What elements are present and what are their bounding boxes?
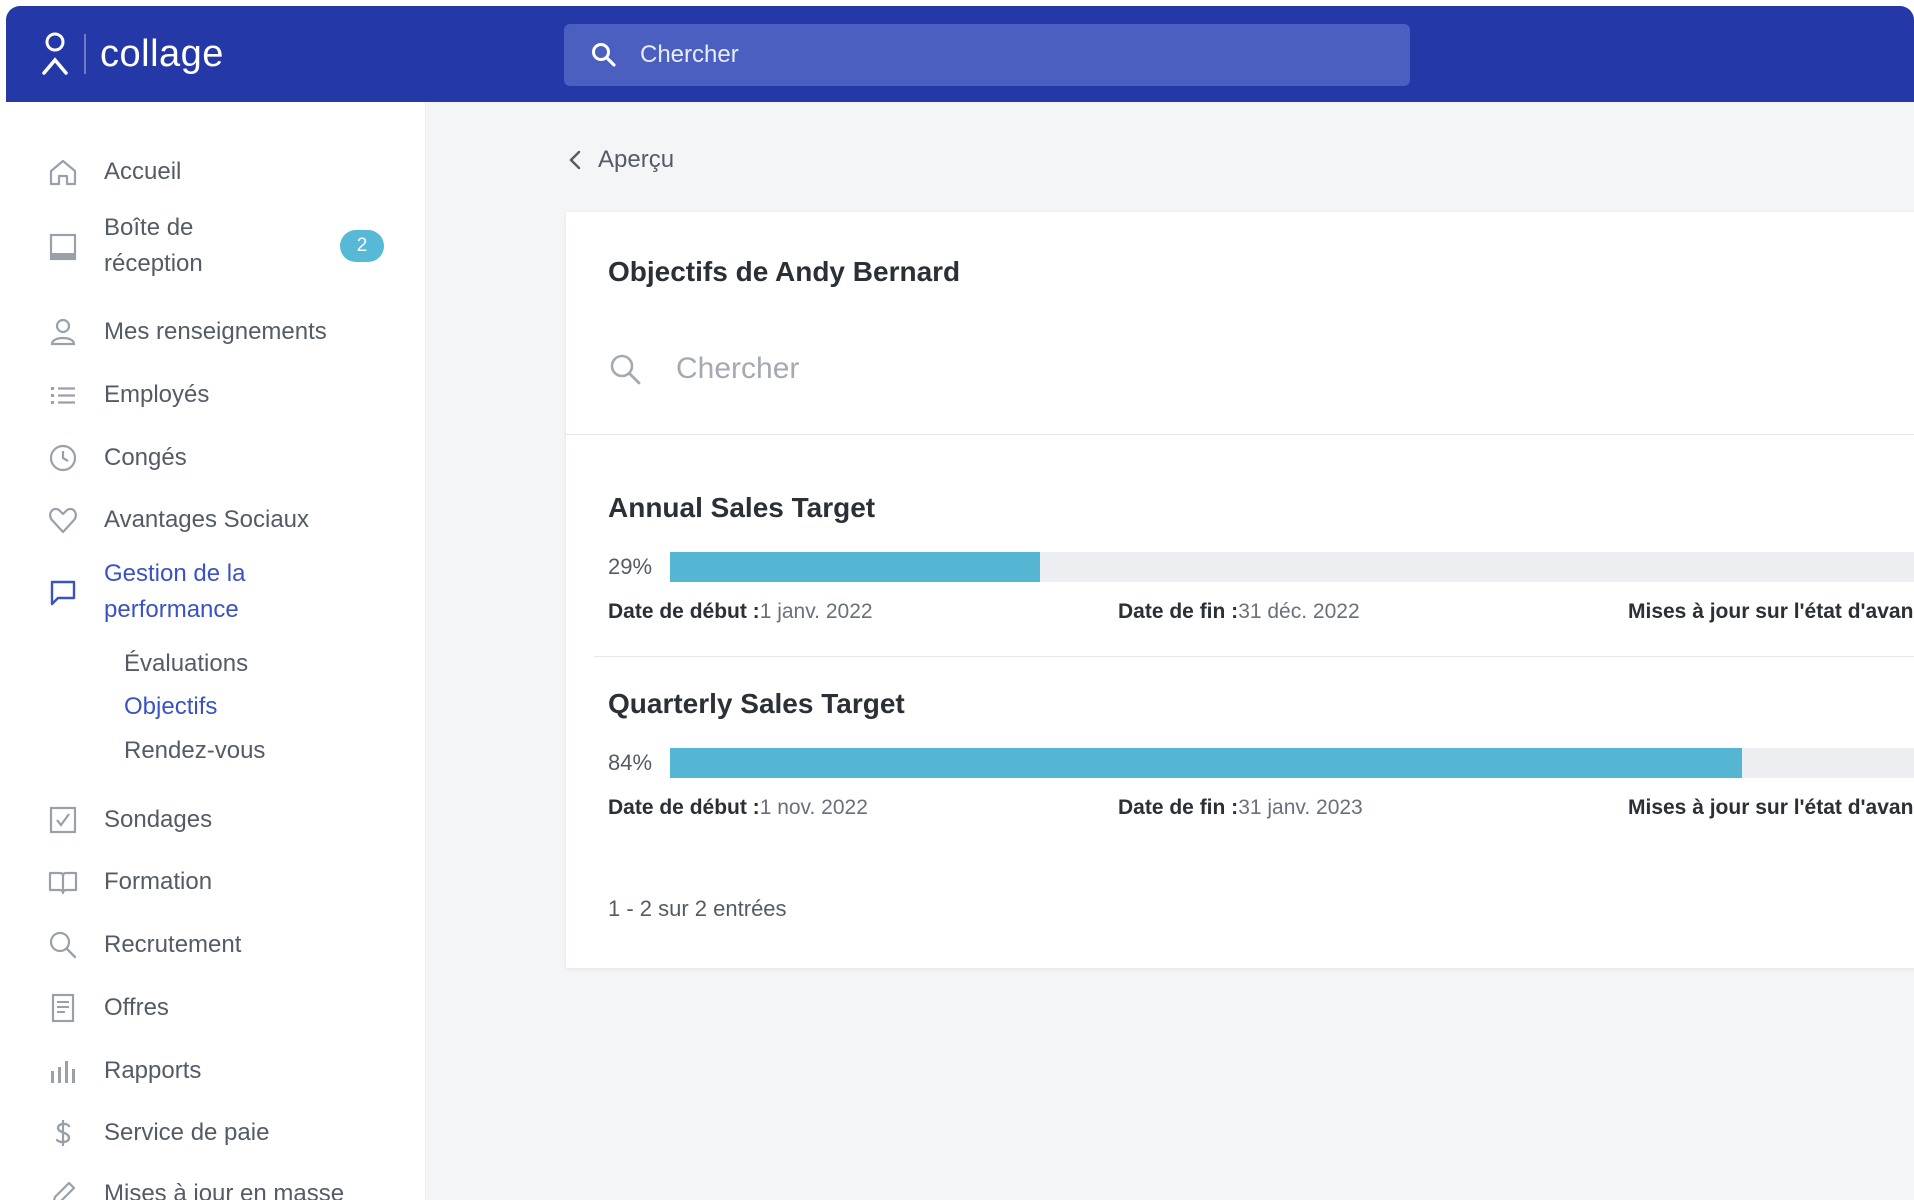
sidebar-item-label-line2: réception xyxy=(104,250,203,277)
chevron-left-icon xyxy=(569,150,581,170)
goal-updates-link[interactable]: Mises à jour sur l'état d'avan xyxy=(1628,600,1913,624)
collage-logo-icon xyxy=(42,32,68,75)
document-icon xyxy=(46,991,80,1025)
goal-percent: 84% xyxy=(608,750,653,775)
sidebar-item-label: Offres xyxy=(104,994,169,1021)
list-icon xyxy=(46,378,80,412)
back-link-label: Aperçu xyxy=(598,146,675,173)
user-icon xyxy=(46,315,80,349)
page-title: Objectifs de Andy Bernard xyxy=(608,256,961,287)
progress-bar-fill xyxy=(670,748,1742,778)
clock-icon xyxy=(46,441,80,475)
pencil-icon xyxy=(46,1177,80,1200)
sidebar-item-label: Accueil xyxy=(104,158,182,185)
sidebar-item-formation[interactable]: Formation xyxy=(6,864,426,900)
sidebar-item-label: Employés xyxy=(104,381,210,408)
goal-end-date: Date de fin :31 déc. 2022 xyxy=(1118,600,1360,624)
global-search-input[interactable] xyxy=(640,41,1340,69)
sidebar: Accueil Boîte de réception 2 Mes renseig… xyxy=(6,102,426,1200)
subitem-rendez-vous[interactable]: Rendez-vous xyxy=(124,737,266,764)
progress-bar-fill xyxy=(670,552,1041,582)
sidebar-item-label: Avantages Sociaux xyxy=(104,506,310,533)
checkbox-icon xyxy=(46,803,80,837)
subitem-objectifs[interactable]: Objectifs xyxy=(124,693,218,720)
goal-title[interactable]: Quarterly Sales Target xyxy=(608,688,905,719)
progress-bar xyxy=(670,748,1914,778)
goal-percent: 29% xyxy=(608,554,653,579)
app-name: collage xyxy=(100,32,224,75)
sidebar-item-label: Service de paie xyxy=(104,1119,270,1146)
home-icon xyxy=(46,155,80,189)
sidebar-item-gestion-performance[interactable]: Gestion de la performance xyxy=(6,556,426,628)
progress-bar xyxy=(670,552,1914,582)
updates-label: Mises à jour sur l'état d'avan xyxy=(1628,600,1914,623)
sidebar-item-service-paie[interactable]: Service de paie xyxy=(6,1115,426,1151)
sidebar-item-label: Sondages xyxy=(104,806,213,833)
start-date-value: 1 janv. 2022 xyxy=(759,600,873,623)
bar-chart-icon xyxy=(46,1054,80,1088)
sidebar-item-rapports[interactable]: Rapports xyxy=(6,1053,426,1089)
search-icon xyxy=(46,928,80,962)
sidebar-item-mes-renseignements[interactable]: Mes renseignements xyxy=(6,314,426,350)
sidebar-item-label: Recrutement xyxy=(104,931,242,958)
sidebar-item-label-line1: Boîte de xyxy=(104,214,194,241)
sidebar-item-label-line1: Gestion de la xyxy=(104,560,246,587)
logo[interactable]: collage xyxy=(40,32,224,76)
app-window: collage Accueil Boîte de réception 2 xyxy=(6,6,1914,1200)
updates-label: Mises à jour sur l'état d'avan xyxy=(1628,796,1914,819)
goals-search[interactable] xyxy=(608,352,1276,386)
end-date-value: 31 déc. 2022 xyxy=(1238,600,1360,623)
heart-icon xyxy=(46,503,80,537)
sidebar-item-avantages-sociaux[interactable]: Avantages Sociaux xyxy=(6,502,426,538)
sidebar-item-accueil[interactable]: Accueil xyxy=(6,154,426,190)
sidebar-item-sondages[interactable]: Sondages xyxy=(6,802,426,838)
sidebar-item-label: Formation xyxy=(104,868,213,895)
start-date-label: Date de début : xyxy=(608,600,760,623)
sidebar-item-offres[interactable]: Offres xyxy=(6,990,426,1026)
sidebar-item-mises-a-jour-masse[interactable]: Mises à jour en masse xyxy=(6,1176,426,1200)
sidebar-item-label: Mises à jour en masse xyxy=(104,1180,345,1200)
end-date-label: Date de fin : xyxy=(1118,796,1239,819)
goal-end-date: Date de fin :31 janv. 2023 xyxy=(1118,796,1363,820)
goal-start-date: Date de début :1 janv. 2022 xyxy=(608,600,873,624)
back-link[interactable]: Aperçu xyxy=(566,146,674,174)
chat-icon xyxy=(46,576,80,610)
end-date-value: 31 janv. 2023 xyxy=(1238,796,1363,819)
book-icon xyxy=(46,865,80,899)
sidebar-item-inbox[interactable]: Boîte de réception 2 xyxy=(6,210,426,282)
sidebar-item-recrutement[interactable]: Recrutement xyxy=(6,927,426,963)
subitem-evaluations[interactable]: Évaluations xyxy=(124,650,249,677)
sidebar-item-label: Mes renseignements xyxy=(104,318,327,345)
search-icon xyxy=(592,43,616,67)
search-icon xyxy=(610,354,641,385)
sidebar-item-label-line2: performance xyxy=(104,596,239,623)
goals-search-input[interactable] xyxy=(676,352,1276,386)
end-date-label: Date de fin : xyxy=(1118,600,1239,623)
goals-card: Objectifs de Andy Bernard Annual Sales T… xyxy=(566,212,1914,968)
unread-count-badge: 2 xyxy=(340,230,384,262)
sidebar-item-label: Rapports xyxy=(104,1057,202,1084)
divider xyxy=(594,656,1914,657)
sidebar-item-employes[interactable]: Employés xyxy=(6,377,426,413)
divider xyxy=(566,434,1914,435)
goal-title[interactable]: Annual Sales Target xyxy=(608,492,876,523)
goal-updates-link[interactable]: Mises à jour sur l'état d'avan xyxy=(1628,796,1913,820)
start-date-value: 1 nov. 2022 xyxy=(759,796,868,819)
start-date-label: Date de début : xyxy=(608,796,760,819)
global-search[interactable] xyxy=(564,24,1410,86)
sidebar-item-label: Congés xyxy=(104,444,187,471)
sidebar-item-conges[interactable]: Congés xyxy=(6,440,426,476)
logo-divider xyxy=(84,34,86,74)
inbox-icon xyxy=(46,230,80,264)
pagination-summary: 1 - 2 sur 2 entrées xyxy=(608,896,787,921)
top-bar: collage xyxy=(6,6,1914,102)
goal-start-date: Date de début :1 nov. 2022 xyxy=(608,796,868,820)
dollar-icon xyxy=(46,1116,80,1150)
